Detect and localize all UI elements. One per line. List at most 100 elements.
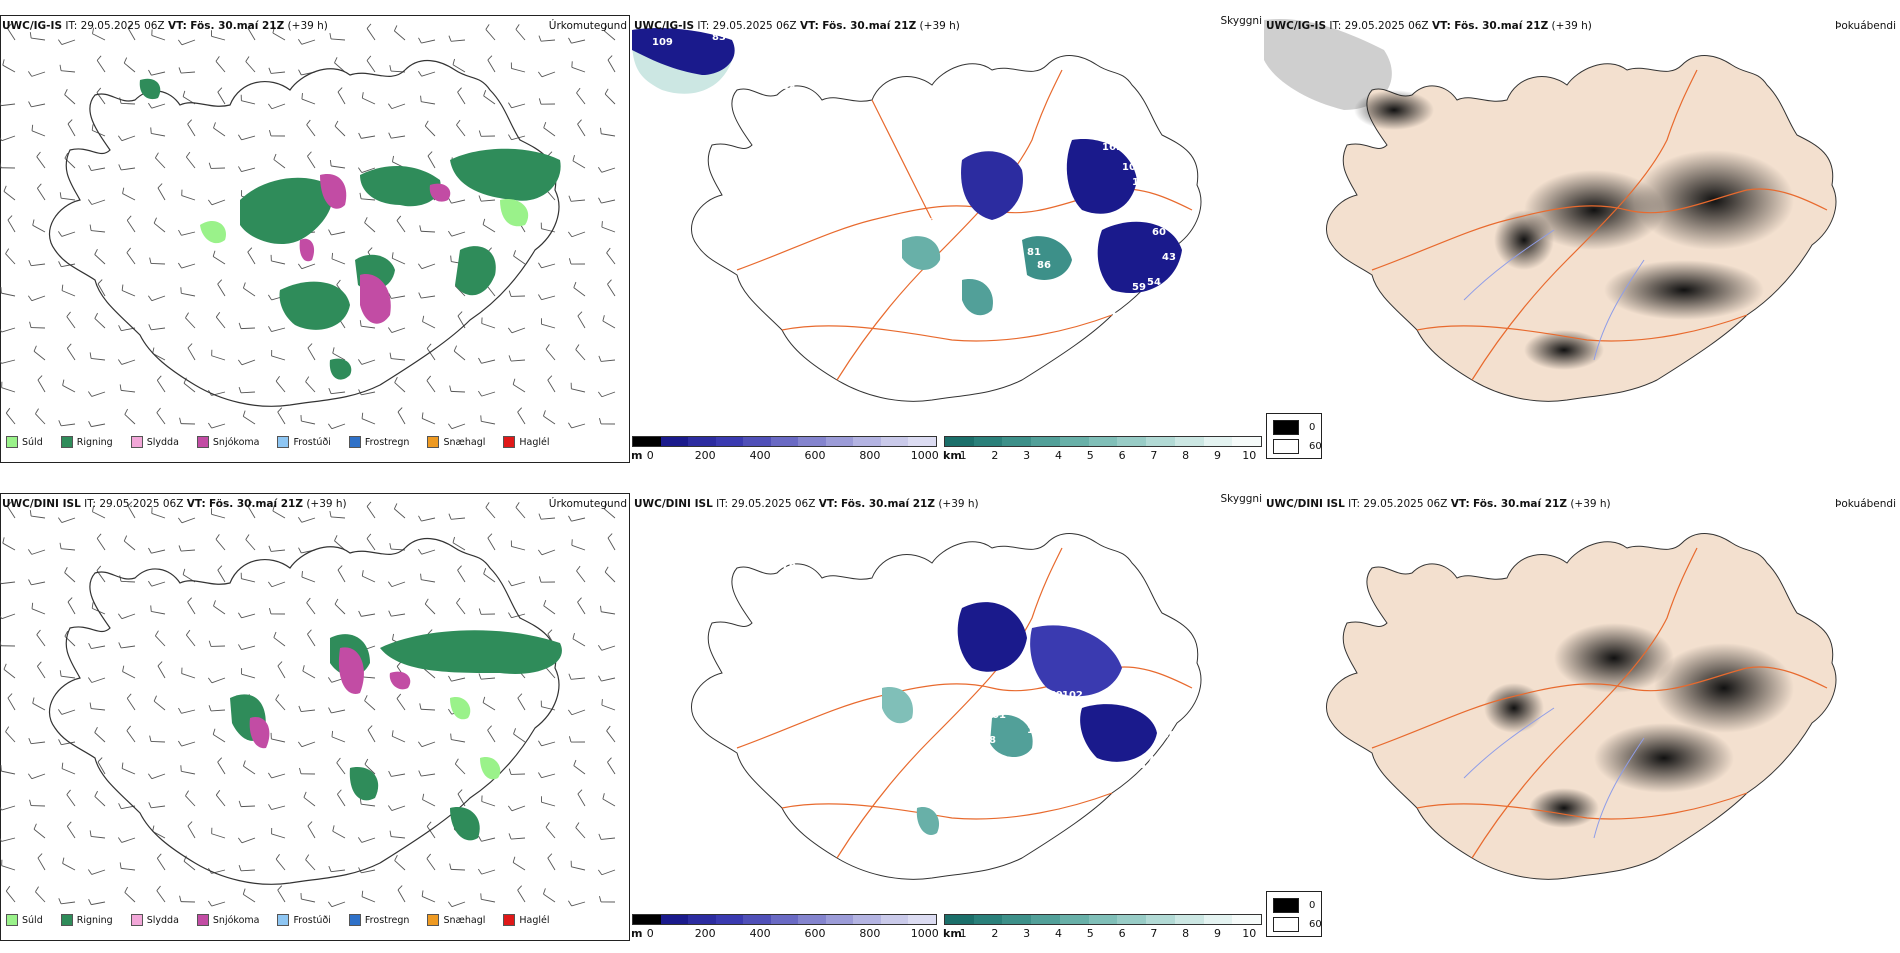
- wind-barb-flag: [333, 825, 334, 831]
- wind-barb: [241, 870, 255, 871]
- model-name: UWC/DINI ISL: [2, 498, 81, 510]
- wind-barb: [331, 710, 345, 713]
- wind-barb-flag: [278, 408, 282, 412]
- wind-barb: [182, 196, 195, 200]
- colorbar-step: [633, 915, 661, 924]
- wind-barb: [1, 293, 15, 296]
- legend-label: Frostregn: [365, 915, 410, 926]
- wind-barb: [186, 157, 195, 168]
- wind-barb: [578, 794, 585, 806]
- wind-barb-flag: [329, 866, 331, 872]
- wind-barb: [92, 200, 105, 204]
- wind-barb: [542, 550, 555, 555]
- wind-barb: [213, 256, 225, 264]
- colorbar-step: [1117, 437, 1146, 446]
- model-name: UWC/IG-IS: [2, 20, 62, 32]
- wind-barb: [577, 93, 585, 104]
- wind-barb: [91, 168, 105, 171]
- ceiling-value-label: 169: [1042, 690, 1063, 701]
- wind-barb-flag: [304, 792, 306, 798]
- scale-tick-label: 8: [1182, 449, 1189, 462]
- fog-legend: 0 60: [1266, 891, 1322, 937]
- wind-barb: [391, 359, 405, 360]
- wind-barb-flag: [122, 763, 123, 769]
- wind-barb-flag: [330, 33, 331, 39]
- wind-barb-flag: [125, 409, 128, 414]
- legend-item: Haglél: [503, 914, 549, 926]
- wind-barb: [484, 96, 495, 104]
- scale-tick-label: 1000: [911, 449, 939, 462]
- wind-barb: [181, 710, 195, 713]
- legend-swatch: [131, 914, 143, 926]
- wind-barb-flag: [38, 854, 42, 858]
- wind-barb: [394, 31, 405, 40]
- scale-tick-label: 600: [805, 927, 826, 940]
- wind-barb-flag: [88, 678, 91, 683]
- wind-barb-flag: [213, 122, 215, 128]
- wind-barb: [306, 860, 315, 870]
- bottom-row: UWC/DINI ISL IT: 29.05.2025 06Z VT: Fös.…: [0, 478, 1900, 953]
- wind-barb: [35, 892, 45, 902]
- wind-barb-flag: [362, 92, 363, 98]
- scale-tick-label: 5: [1087, 449, 1094, 462]
- ceiling-value-label: 105: [1052, 775, 1073, 786]
- wind-barb-flag: [278, 662, 282, 666]
- wind-barb: [32, 296, 45, 301]
- wind-barb-flag: [418, 264, 421, 269]
- fog-legend-60: 60: [1309, 441, 1322, 452]
- wind-barb: [182, 264, 195, 268]
- colorbar-step: [1204, 915, 1233, 924]
- wind-barb: [185, 796, 195, 806]
- wind-barb: [362, 98, 375, 104]
- wind-barb: [122, 136, 135, 141]
- wind-barb: [212, 902, 225, 906]
- wind-barb: [365, 701, 375, 710]
- wind-barb: [451, 40, 465, 41]
- it-label: IT:: [1329, 20, 1341, 32]
- wind-barb: [152, 774, 165, 779]
- ceiling-value-label: 86: [1037, 260, 1051, 271]
- wind-barb-flag: [178, 263, 181, 268]
- wind-barb-flag: [154, 218, 156, 223]
- wind-barb: [542, 802, 555, 806]
- wind-barb-flag: [0, 578, 1, 584]
- wind-barb: [392, 582, 405, 587]
- legend-item: Frostregn: [349, 436, 410, 448]
- wind-barb-flag: [338, 88, 342, 92]
- ceiling-value-label: 48: [782, 82, 796, 93]
- wind-barb-flag: [543, 888, 545, 894]
- scale-tick-label: 5: [1087, 927, 1094, 940]
- wind-barb-flag: [448, 424, 451, 429]
- wind-barb-flag: [390, 353, 391, 359]
- legend-item: Haglél: [503, 436, 549, 448]
- wind-barb: [482, 392, 495, 396]
- wind-barb: [604, 31, 615, 40]
- ceiling-value-label: 121: [1027, 725, 1048, 736]
- wind-barb: [543, 416, 555, 424]
- wind-barb: [62, 40, 75, 45]
- wind-barb: [421, 580, 435, 582]
- wind-barb-flag: [599, 834, 601, 840]
- wind-barb-flag: [598, 392, 601, 397]
- vt-value: Fös. 30.maí 21Z: [1473, 498, 1567, 510]
- wind-barb: [367, 538, 375, 550]
- vt-value: Fös. 30.maí 21Z: [841, 498, 935, 510]
- wind-barb: [602, 168, 615, 172]
- model-name: UWC/DINI ISL: [634, 498, 713, 510]
- wind-barb: [572, 710, 585, 715]
- colorbar-step: [1060, 915, 1089, 924]
- wind-barb-flag: [335, 121, 338, 126]
- wind-barb: [486, 507, 495, 518]
- wind-barb-flag: [148, 548, 151, 553]
- wind-barb-flag: [97, 56, 101, 61]
- wind-barb: [362, 419, 375, 424]
- ceiling-value-label: 80: [752, 67, 766, 78]
- wind-barb-flag: [546, 822, 549, 827]
- wind-barb-flag: [488, 726, 492, 730]
- wind-barb: [181, 771, 195, 774]
- wind-barb-flag: [6, 408, 10, 413]
- wind-barb: [276, 700, 285, 710]
- it-value: 29.05.2025 06Z: [1363, 498, 1447, 510]
- wind-barb-flag: [127, 216, 131, 221]
- wind-barb-flag: [299, 768, 301, 774]
